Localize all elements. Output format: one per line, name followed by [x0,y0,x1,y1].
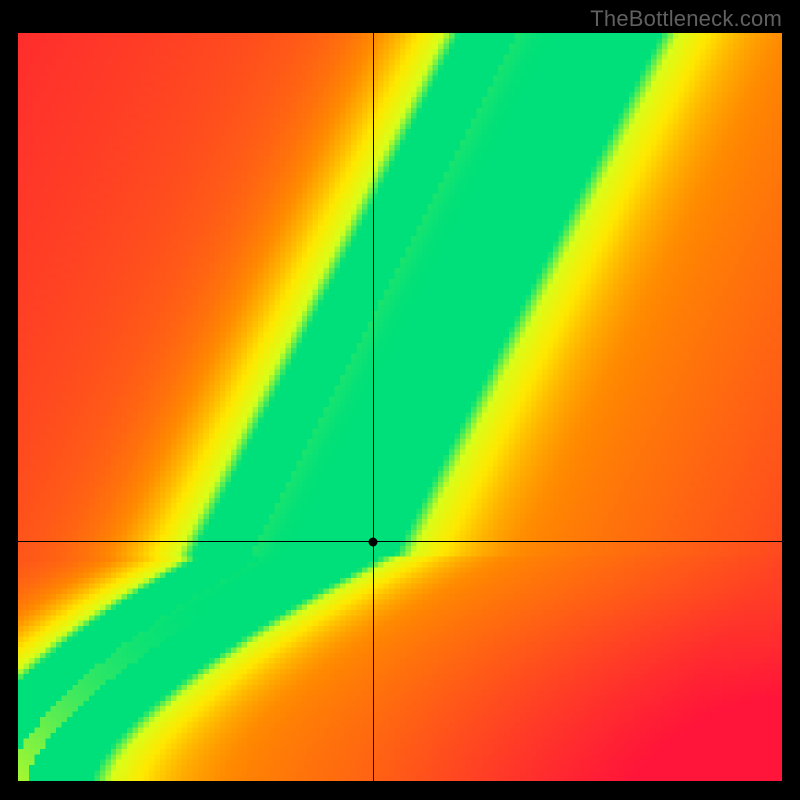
chart-container: TheBottleneck.com [0,0,800,800]
crosshair-dot [369,537,378,546]
watermark-text: TheBottleneck.com [590,6,782,32]
crosshair-horizontal [18,541,782,542]
heatmap-canvas [18,33,782,781]
crosshair-vertical [373,33,374,781]
